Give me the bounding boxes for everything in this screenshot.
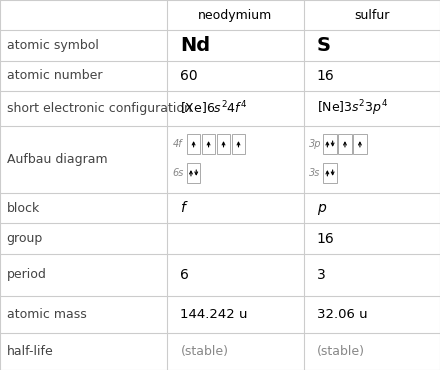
Text: 6: 6 [180, 268, 189, 282]
Text: 3p: 3p [309, 139, 321, 149]
Bar [323, 163, 337, 182]
Bar [217, 134, 230, 154]
Text: half-life: half-life [7, 345, 53, 358]
Text: [Xe]6$s^2$4$f^4$: [Xe]6$s^2$4$f^4$ [180, 100, 248, 117]
Text: 144.242 u: 144.242 u [180, 308, 248, 321]
Text: period: period [7, 268, 47, 282]
Text: p: p [317, 201, 326, 215]
Bar [187, 134, 200, 154]
Bar [338, 134, 352, 154]
Bar [323, 134, 337, 154]
Text: atomic mass: atomic mass [7, 308, 86, 321]
Text: (stable): (stable) [180, 345, 228, 358]
Text: group: group [7, 232, 43, 245]
Text: Nd: Nd [180, 36, 210, 55]
Text: sulfur: sulfur [354, 9, 389, 22]
Text: atomic symbol: atomic symbol [7, 39, 99, 52]
Text: 16: 16 [317, 232, 334, 246]
Text: S: S [317, 36, 331, 55]
Text: atomic number: atomic number [7, 69, 102, 83]
Bar [232, 134, 245, 154]
Text: [Ne]3$s^2$3$p^4$: [Ne]3$s^2$3$p^4$ [317, 99, 388, 118]
Bar [187, 163, 200, 182]
Text: 32.06 u: 32.06 u [317, 308, 367, 321]
Text: short electronic configuration: short electronic configuration [7, 102, 191, 115]
Text: (stable): (stable) [317, 345, 365, 358]
Text: 4f: 4f [172, 139, 182, 149]
Text: Aufbau diagram: Aufbau diagram [7, 153, 107, 166]
Text: 3s: 3s [309, 168, 320, 178]
Bar [202, 134, 215, 154]
Bar [353, 134, 367, 154]
Text: 3: 3 [317, 268, 326, 282]
Text: f: f [180, 201, 185, 215]
Text: 6s: 6s [172, 168, 184, 178]
Text: 60: 60 [180, 69, 198, 83]
Text: block: block [7, 202, 40, 215]
Text: neodymium: neodymium [198, 9, 272, 22]
Text: 16: 16 [317, 69, 334, 83]
